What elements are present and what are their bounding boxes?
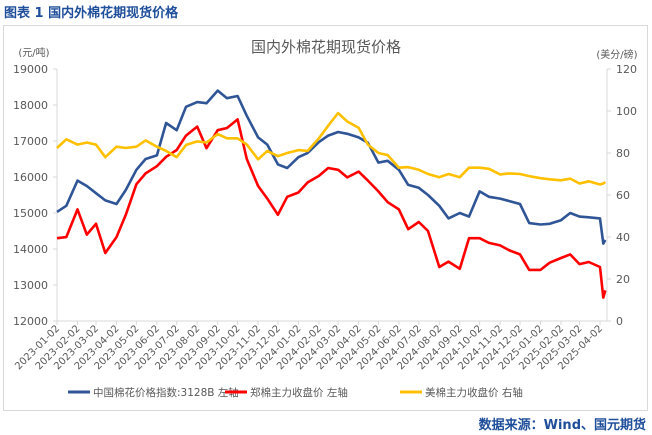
left-tick-label: 18000	[13, 99, 48, 112]
legend-label-2: 美棉主力收盘价 右轴	[425, 386, 523, 399]
left-tick-label: 15000	[13, 207, 48, 220]
left-tick-label: 16000	[13, 171, 48, 184]
chart-frame	[3, 25, 648, 411]
left-tick-label: 17000	[13, 135, 48, 148]
figure-header: 图表 1 国内外棉花期现货价格	[4, 6, 179, 21]
legend-label-0: 中国棉花价格指数:3128B 左轴	[93, 386, 239, 399]
series-line-2	[56, 111, 607, 186]
right-axis-unit: (美分/磅)	[596, 48, 637, 61]
left-tick-label: 19000	[13, 63, 48, 76]
right-tick-label: 60	[616, 189, 630, 202]
left-axis-unit: (元/吨)	[18, 46, 49, 59]
chart-title: 国内外棉花期现货价格	[251, 38, 401, 56]
legend-label-1: 郑棉主力收盘价 左轴	[250, 386, 348, 399]
left-tick-label: 14000	[13, 243, 48, 256]
right-tick-label: 40	[616, 231, 630, 244]
right-tick-label: 100	[616, 105, 637, 118]
series-line-0	[56, 89, 607, 245]
left-tick-label: 12000	[13, 315, 48, 328]
series-line-1	[56, 118, 607, 299]
right-tick-label: 0	[616, 315, 623, 328]
data-source: 数据来源：Wind、国元期货	[478, 418, 646, 433]
right-tick-label: 80	[616, 147, 630, 160]
right-tick-label: 20	[616, 273, 630, 286]
left-tick-label: 13000	[13, 279, 48, 292]
right-tick-label: 120	[616, 63, 637, 76]
